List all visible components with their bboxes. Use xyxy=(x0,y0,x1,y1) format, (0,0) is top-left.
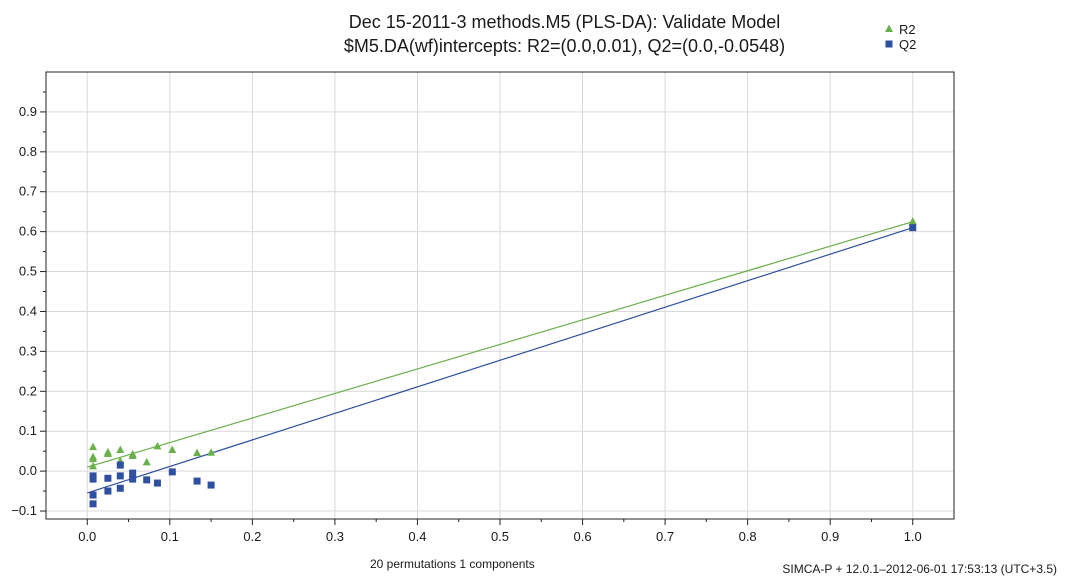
x-tick-label: 0.5 xyxy=(491,529,509,544)
q2-point xyxy=(143,476,151,484)
r2-point xyxy=(128,451,137,459)
q2-regression-line xyxy=(87,227,913,494)
q2-point xyxy=(104,487,112,495)
q2-point xyxy=(909,224,917,232)
y-tick-label: 0.7 xyxy=(19,184,37,199)
x-tick-label: 0.8 xyxy=(739,529,757,544)
legend-q2-marker xyxy=(885,40,893,48)
r2-point xyxy=(103,449,112,457)
x-tick-label: 0.9 xyxy=(821,529,839,544)
x-tick-label: 0.1 xyxy=(161,529,179,544)
r2-point xyxy=(89,454,98,463)
r2-point xyxy=(116,445,125,453)
q2-point xyxy=(129,475,137,483)
legend-r2-label: R2 xyxy=(899,22,916,37)
r2-point xyxy=(193,448,202,457)
x-tick-label: 0.6 xyxy=(574,529,592,544)
q2-point xyxy=(193,477,201,485)
r2-point xyxy=(142,457,151,466)
r2-point xyxy=(908,217,917,225)
y-tick-label: 0.5 xyxy=(19,264,37,279)
r2-point xyxy=(153,441,162,450)
q2-point xyxy=(89,491,97,499)
q2-point xyxy=(153,479,161,487)
software-footer: SIMCA-P + 12.0.1–2012-06-01 17:53:13 (UT… xyxy=(782,562,1057,576)
r2-point xyxy=(89,461,98,470)
x-tick-label: 0.4 xyxy=(408,529,426,544)
q2-point xyxy=(116,472,124,480)
chart-subtitle: $M5.DA(wf)intercepts: R2=(0.0,0.01), Q2=… xyxy=(343,36,786,56)
x-tick-label: 0.0 xyxy=(78,529,96,544)
q2-point xyxy=(207,481,215,489)
r2-regression-line xyxy=(87,221,913,468)
y-tick-label: 0.2 xyxy=(19,383,37,398)
r2-point xyxy=(89,442,98,451)
q2-point xyxy=(168,468,176,476)
x-tick-label: 0.7 xyxy=(656,529,674,544)
y-tick-label: −0.1 xyxy=(11,503,37,518)
q2-point xyxy=(89,475,97,483)
y-tick-label: 0.4 xyxy=(19,303,37,318)
legend-q2-label: Q2 xyxy=(899,37,916,52)
y-tick-label: 0.0 xyxy=(19,463,37,478)
legend-r2-marker xyxy=(885,24,893,32)
y-tick-label: 0.8 xyxy=(19,144,37,159)
q2-point xyxy=(104,474,112,482)
q2-point xyxy=(116,484,124,492)
y-tick-label: 0.9 xyxy=(19,104,37,119)
y-tick-label: 0.1 xyxy=(19,423,37,438)
x-tick-label: 0.3 xyxy=(326,529,344,544)
x-tick-label: 1.0 xyxy=(904,529,922,544)
r2-point xyxy=(207,448,216,456)
x-tick-label: 0.2 xyxy=(243,529,261,544)
q2-point xyxy=(89,500,97,508)
y-tick-label: 0.6 xyxy=(19,224,37,239)
r2-point xyxy=(168,445,177,453)
y-tick-label: 0.3 xyxy=(19,343,37,358)
chart-title: Dec 15-2011-3 methods.M5 (PLS-DA): Valid… xyxy=(348,12,781,32)
x-axis-label: 20 permutations 1 components xyxy=(370,557,535,571)
q2-point xyxy=(129,469,137,477)
q2-point xyxy=(116,461,124,469)
